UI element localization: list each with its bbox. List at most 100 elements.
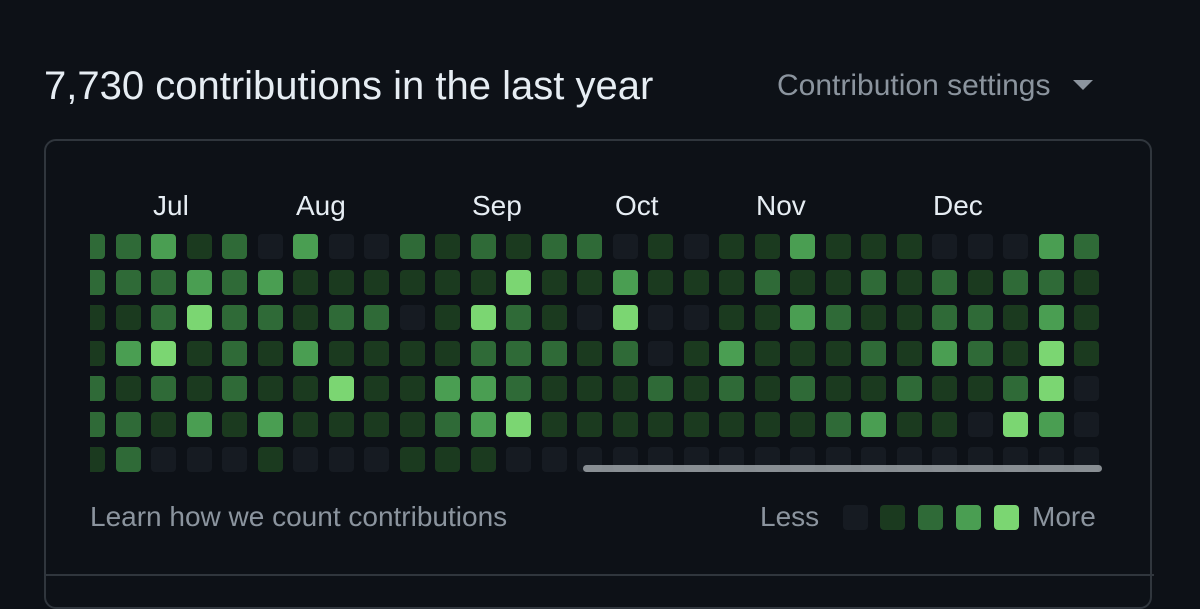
contribution-day-cell[interactable]	[577, 269, 602, 295]
contribution-day-cell[interactable]	[399, 269, 425, 295]
contribution-day-cell[interactable]	[1038, 305, 1064, 330]
contribution-day-cell[interactable]	[612, 305, 638, 330]
contribution-day-cell[interactable]	[435, 340, 460, 366]
contribution-day-cell[interactable]	[1038, 376, 1064, 401]
contribution-day-cell[interactable]	[399, 234, 425, 259]
contribution-day-cell[interactable]	[506, 411, 531, 437]
contribution-day-cell[interactable]	[1074, 234, 1099, 259]
contribution-day-cell[interactable]	[648, 234, 673, 259]
contribution-day-cell[interactable]	[364, 447, 389, 472]
contribution-day-cell[interactable]	[257, 305, 283, 330]
contribution-day-cell[interactable]	[470, 269, 496, 295]
contribution-day-cell[interactable]	[1038, 340, 1064, 366]
contribution-day-cell[interactable]	[896, 376, 922, 401]
contribution-day-cell[interactable]	[861, 234, 886, 259]
contribution-day-cell[interactable]	[932, 340, 957, 366]
contribution-day-cell[interactable]	[222, 376, 247, 401]
contribution-day-cell[interactable]	[683, 340, 709, 366]
contribution-day-cell[interactable]	[151, 234, 176, 259]
contribution-day-cell[interactable]	[648, 340, 673, 366]
contribution-day-cell[interactable]	[151, 340, 176, 366]
contribution-day-cell[interactable]	[1074, 269, 1099, 295]
contribution-day-cell[interactable]	[577, 340, 602, 366]
contribution-day-cell[interactable]	[328, 376, 354, 401]
contribution-day-cell[interactable]	[90, 411, 105, 437]
contribution-day-cell[interactable]	[399, 376, 425, 401]
contribution-day-cell[interactable]	[790, 376, 815, 401]
contribution-day-cell[interactable]	[896, 234, 922, 259]
contribution-day-cell[interactable]	[967, 340, 993, 366]
contribution-day-cell[interactable]	[1003, 411, 1028, 437]
contribution-day-cell[interactable]	[364, 411, 389, 437]
learn-how-we-count-link[interactable]: Learn how we count contributions	[90, 501, 508, 532]
contribution-day-cell[interactable]	[257, 376, 283, 401]
contribution-day-cell[interactable]	[222, 340, 247, 366]
contribution-day-cell[interactable]	[293, 340, 318, 366]
contribution-day-cell[interactable]	[293, 305, 318, 330]
contribution-day-cell[interactable]	[790, 269, 815, 295]
contribution-day-cell[interactable]	[932, 376, 957, 401]
contribution-day-cell[interactable]	[932, 234, 957, 259]
contribution-day-cell[interactable]	[683, 411, 709, 437]
contribution-day-cell[interactable]	[293, 411, 318, 437]
contribution-day-cell[interactable]	[222, 234, 247, 259]
contribution-day-cell[interactable]	[257, 269, 283, 295]
contribution-day-cell[interactable]	[222, 447, 247, 472]
contribution-day-cell[interactable]	[186, 376, 212, 401]
contribution-day-cell[interactable]	[861, 411, 886, 437]
contribution-day-cell[interactable]	[364, 340, 389, 366]
contribution-day-cell[interactable]	[861, 305, 886, 330]
contribution-day-cell[interactable]	[115, 411, 141, 437]
contribution-day-cell[interactable]	[1074, 340, 1099, 366]
contribution-day-cell[interactable]	[1074, 305, 1099, 330]
contribution-day-cell[interactable]	[825, 305, 851, 330]
contribution-day-cell[interactable]	[1003, 376, 1028, 401]
contribution-day-cell[interactable]	[470, 447, 496, 472]
contribution-day-cell[interactable]	[435, 411, 460, 437]
contribution-day-cell[interactable]	[825, 269, 851, 295]
contribution-day-cell[interactable]	[754, 376, 780, 401]
contribution-day-cell[interactable]	[364, 305, 389, 330]
contribution-day-cell[interactable]	[1038, 269, 1064, 295]
contribution-day-cell[interactable]	[470, 340, 496, 366]
contribution-day-cell[interactable]	[257, 234, 283, 259]
contribution-day-cell[interactable]	[967, 269, 993, 295]
contribution-day-cell[interactable]	[186, 305, 212, 330]
contribution-day-cell[interactable]	[967, 305, 993, 330]
contribution-settings-dropdown[interactable]: Contribution settings	[777, 66, 1093, 106]
contribution-day-cell[interactable]	[435, 305, 460, 330]
contribution-day-cell[interactable]	[683, 376, 709, 401]
contribution-day-cell[interactable]	[151, 305, 176, 330]
contribution-day-cell[interactable]	[612, 376, 638, 401]
contribution-day-cell[interactable]	[435, 269, 460, 295]
contribution-day-cell[interactable]	[541, 447, 567, 472]
contribution-day-cell[interactable]	[1038, 234, 1064, 259]
contribution-day-cell[interactable]	[541, 234, 567, 259]
contribution-day-cell[interactable]	[1038, 411, 1064, 437]
contribution-day-cell[interactable]	[257, 447, 283, 472]
contribution-day-cell[interactable]	[719, 234, 744, 259]
contribution-day-cell[interactable]	[541, 411, 567, 437]
contribution-day-cell[interactable]	[115, 340, 141, 366]
contribution-day-cell[interactable]	[186, 234, 212, 259]
contribution-day-cell[interactable]	[506, 376, 531, 401]
contribution-day-cell[interactable]	[293, 269, 318, 295]
contribution-day-cell[interactable]	[1003, 234, 1028, 259]
contribution-day-cell[interactable]	[541, 376, 567, 401]
contribution-day-cell[interactable]	[186, 411, 212, 437]
contribution-day-cell[interactable]	[115, 305, 141, 330]
contribution-day-cell[interactable]	[328, 340, 354, 366]
contribution-day-cell[interactable]	[151, 447, 176, 472]
contribution-day-cell[interactable]	[435, 376, 460, 401]
contribution-day-cell[interactable]	[754, 234, 780, 259]
contribution-day-cell[interactable]	[328, 411, 354, 437]
contribution-day-cell[interactable]	[577, 305, 602, 330]
contribution-day-cell[interactable]	[896, 269, 922, 295]
contribution-day-cell[interactable]	[896, 305, 922, 330]
contribution-day-cell[interactable]	[364, 234, 389, 259]
contribution-day-cell[interactable]	[90, 376, 105, 401]
contribution-day-cell[interactable]	[754, 305, 780, 330]
contribution-day-cell[interactable]	[1074, 376, 1099, 401]
contribution-day-cell[interactable]	[293, 447, 318, 472]
contribution-day-cell[interactable]	[967, 234, 993, 259]
